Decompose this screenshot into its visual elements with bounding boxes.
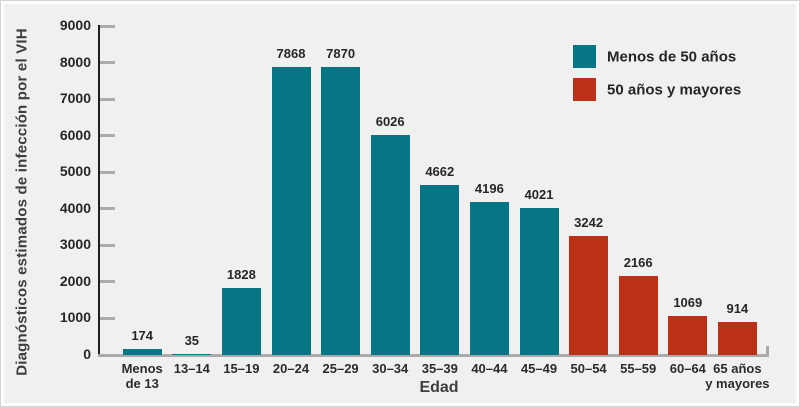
x-category-label: 20–24 <box>272 361 310 376</box>
x-category-label: 55–59 <box>620 361 657 376</box>
bar <box>569 236 609 355</box>
y-tick <box>100 243 115 247</box>
x-axis-line <box>98 354 769 357</box>
bar-value-label: 7870 <box>326 46 356 62</box>
y-tick <box>100 134 115 138</box>
bar-value-label: 1828 <box>226 267 256 283</box>
y-tick <box>100 61 115 65</box>
bar-value-label: 1069 <box>673 294 703 310</box>
bar-value-label: 4021 <box>524 187 554 202</box>
bar <box>321 67 361 355</box>
bar <box>221 288 261 355</box>
bar <box>271 67 311 355</box>
bar-value-label: 35 <box>184 332 200 348</box>
y-tick-label: 9000 <box>59 17 91 33</box>
y-tick-label: 6000 <box>59 126 91 143</box>
x-category-label: 15–19 <box>223 361 260 376</box>
y-tick <box>100 280 115 284</box>
bar <box>122 348 162 355</box>
y-tick-label: 5000 <box>59 163 91 180</box>
bar-value-label: 6026 <box>375 113 405 129</box>
y-tick <box>100 207 115 211</box>
bar <box>618 275 658 355</box>
bar <box>717 321 757 355</box>
bar <box>668 315 708 355</box>
y-tick <box>100 170 115 174</box>
bar <box>420 184 460 355</box>
y-tick-label: 7000 <box>59 90 91 107</box>
y-tick-label: 2000 <box>59 272 91 289</box>
y-tick-label: 4000 <box>59 199 91 216</box>
x-category-label: Menos de 13 <box>121 361 163 391</box>
bar <box>172 353 212 355</box>
x-category-label: 40–44 <box>471 361 508 376</box>
x-axis-title: Edad <box>419 379 459 396</box>
x-category-label: 65 años y mayores <box>705 361 770 391</box>
bar-value-label: 2166 <box>623 254 653 270</box>
y-tick-label: 8000 <box>59 53 91 70</box>
y-tick <box>100 97 115 101</box>
x-category-label: 25–29 <box>322 361 359 376</box>
x-category-label: 35–39 <box>421 361 458 376</box>
x-category-label: 13–14 <box>173 361 210 376</box>
x-category-label: 50–54 <box>570 361 607 376</box>
legend-label: Menos de 50 años <box>607 48 737 65</box>
y-tick-label: 0 <box>83 346 91 362</box>
y-tick <box>100 24 115 28</box>
bar <box>370 134 410 355</box>
bar-value-label: 7868 <box>276 46 306 62</box>
bar-value-label: 174 <box>131 327 154 343</box>
y-tick-label: 3000 <box>59 236 91 253</box>
bar-value-label: 4662 <box>425 163 455 179</box>
bar-value-label: 914 <box>726 300 749 316</box>
bar <box>519 208 559 355</box>
bar-value-label: 4196 <box>474 180 504 196</box>
x-axis-end-tick <box>766 346 769 355</box>
x-category-label: 45–49 <box>520 361 558 376</box>
y-tick <box>100 316 115 320</box>
bar <box>469 201 509 355</box>
x-category-label: 30–34 <box>372 361 409 376</box>
legend-label: 50 años y mayores <box>607 81 742 98</box>
x-category-label: 60–64 <box>669 361 706 376</box>
y-axis-line <box>98 25 100 357</box>
bar-value-label: 3242 <box>574 215 604 231</box>
legend-swatch <box>573 45 596 68</box>
y-axis-title: Diagnósticos estimados de infección por … <box>13 28 31 376</box>
y-tick-label: 1000 <box>59 309 91 326</box>
legend-swatch <box>573 78 596 101</box>
